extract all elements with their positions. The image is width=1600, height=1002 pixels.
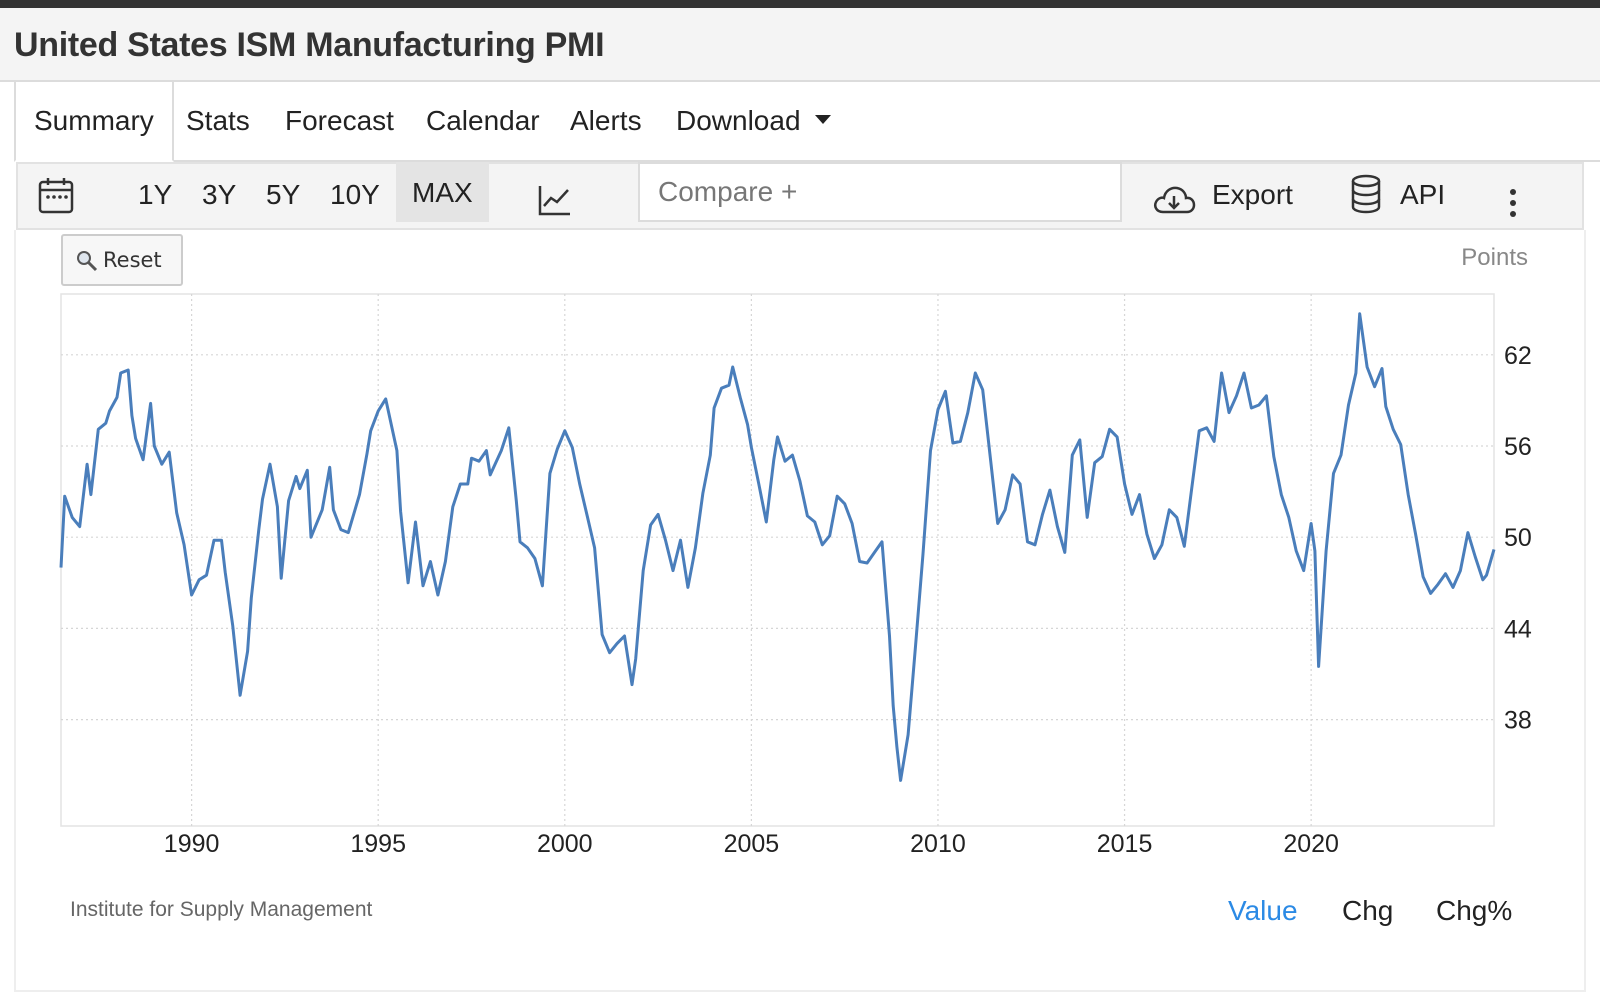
tab-bar: Summary Stats Forecast Calendar Alerts D… — [14, 82, 1600, 162]
tab-download-label: Download — [676, 105, 801, 136]
chart-panel — [14, 230, 1586, 992]
page-header: United States ISM Manufacturing PMI — [0, 8, 1600, 82]
database-icon[interactable] — [1350, 174, 1382, 216]
cloud-download-icon[interactable] — [1152, 176, 1196, 216]
api-button[interactable]: API — [1400, 179, 1446, 210]
tab-stats-label: Stats — [186, 105, 250, 136]
tab-download[interactable]: Download — [676, 82, 831, 162]
range-3y-button[interactable]: 3Y — [202, 179, 237, 210]
tab-alerts-label: Alerts — [570, 105, 642, 136]
calendar-icon[interactable] — [38, 174, 74, 214]
source-label: Institute for Supply Management — [70, 898, 373, 921]
tab-forecast[interactable]: Forecast — [285, 82, 394, 162]
range-5y-button[interactable]: 5Y — [266, 179, 301, 210]
magnifier-icon — [77, 251, 98, 272]
more-options-icon[interactable] — [1508, 178, 1518, 217]
caret-down-icon — [814, 115, 831, 125]
range-10y-button[interactable]: 10Y — [330, 179, 380, 210]
tab-stats[interactable]: Stats — [186, 82, 250, 162]
reset-zoom-button[interactable]: Reset — [61, 234, 183, 286]
compare-input[interactable]: Compare + — [638, 162, 1122, 222]
mode-chg-button[interactable]: Chg — [1342, 895, 1394, 926]
tab-calendar[interactable]: Calendar — [426, 82, 540, 162]
page-title: United States ISM Manufacturing PMI — [14, 26, 605, 64]
mode-value-button[interactable]: Value — [1228, 895, 1298, 926]
tab-summary[interactable]: Summary — [14, 82, 174, 162]
units-label: Points — [1461, 244, 1528, 271]
range-max-button[interactable]: MAX — [396, 162, 489, 222]
range-1y-button[interactable]: 1Y — [138, 179, 173, 210]
top-bar — [0, 0, 1600, 8]
mode-chg-percent-button[interactable]: Chg% — [1436, 895, 1513, 926]
tab-summary-label: Summary — [34, 105, 154, 136]
tab-alerts[interactable]: Alerts — [570, 82, 642, 162]
tab-calendar-label: Calendar — [426, 105, 540, 136]
reset-label: Reset — [103, 248, 162, 272]
chart-toolbar: 1Y 3Y 5Y 10Y MAX Compare + Export API — [16, 162, 1584, 230]
tab-forecast-label: Forecast — [285, 105, 394, 136]
line-chart-icon[interactable] — [538, 176, 572, 216]
export-button[interactable]: Export — [1212, 179, 1293, 210]
